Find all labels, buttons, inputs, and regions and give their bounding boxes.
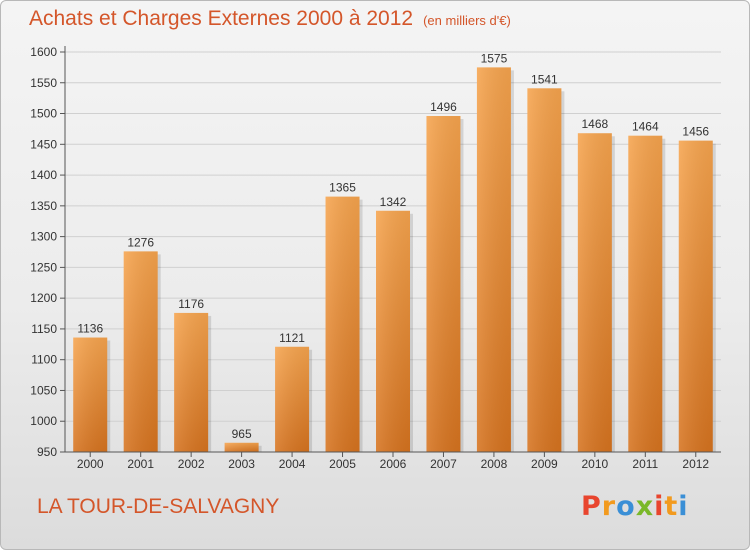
proxiti-logo: Proxiti — [581, 491, 689, 522]
y-tick-label: 1150 — [31, 322, 57, 336]
y-tick-label: 1400 — [30, 168, 57, 182]
chart-subtitle: (en milliers d'€) — [423, 13, 511, 28]
y-tick-label: 1300 — [30, 230, 57, 244]
y-tick-label: 1350 — [30, 199, 57, 213]
data-label: 1468 — [581, 117, 608, 131]
logo-letter: t — [664, 491, 679, 522]
logo-letter: r — [601, 491, 617, 522]
bar-highlight — [426, 116, 461, 452]
bar-highlight — [678, 140, 713, 452]
data-label: 1342 — [380, 195, 407, 209]
data-label: 1464 — [632, 120, 659, 134]
x-tick-label: 2000 — [77, 457, 104, 471]
logo-letter: i — [678, 491, 689, 522]
x-tick-label: 2012 — [682, 457, 709, 471]
y-tick-label: 1000 — [30, 414, 57, 428]
y-tick-label: 1600 — [30, 45, 57, 59]
data-label: 965 — [232, 427, 252, 441]
bar-highlight — [174, 312, 209, 452]
y-tick-label: 1100 — [31, 353, 57, 367]
data-label: 1121 — [279, 331, 305, 345]
bar-highlight — [577, 133, 612, 452]
bar-highlight — [275, 346, 310, 452]
bar-highlight — [73, 337, 108, 452]
x-tick-label: 2007 — [430, 457, 457, 471]
logo-letter: P — [581, 491, 602, 522]
y-tick-label: 1200 — [30, 291, 57, 305]
city-name: LA TOUR-DE-SALVAGNY — [37, 495, 280, 518]
data-label: 1276 — [127, 235, 154, 249]
data-label: 1136 — [77, 322, 103, 336]
x-tick-label: 2009 — [531, 457, 558, 471]
y-tick-label: 950 — [37, 445, 57, 459]
y-tick-label: 1550 — [30, 76, 57, 90]
x-tick-label: 2004 — [279, 457, 306, 471]
bar-highlight — [376, 210, 410, 452]
bar-highlight — [224, 442, 259, 452]
x-tick-label: 2011 — [632, 457, 658, 471]
axes — [60, 46, 721, 457]
y-tick-label: 1250 — [30, 260, 57, 274]
bar-highlight — [527, 88, 562, 453]
x-tick-label: 2006 — [380, 457, 407, 471]
data-label: 1496 — [430, 100, 457, 114]
data-label: 1541 — [531, 72, 558, 86]
x-tick-label: 2001 — [127, 457, 154, 471]
logo-letter: o — [616, 491, 636, 522]
bar-highlight — [123, 251, 158, 452]
x-tick-label: 2003 — [228, 457, 255, 471]
chart-title-block: Achats et Charges Externes 2000 à 2012 (e… — [29, 7, 511, 31]
bar-highlight — [628, 135, 663, 452]
logo-letter: i — [654, 491, 665, 522]
data-label: 1365 — [329, 181, 356, 195]
labels: 950 1000 1050 1100 1150 1200 1250 1300 1350 1400 1… — [30, 45, 709, 471]
bars — [73, 67, 716, 453]
x-tick-label: 2002 — [178, 457, 205, 471]
logo-letter: x — [635, 491, 655, 522]
chart-title: Achats et Charges Externes 2000 à 2012 — [29, 7, 414, 30]
data-label: 1176 — [178, 297, 204, 311]
y-tick-label: 1050 — [30, 383, 57, 397]
y-tick-label: 1450 — [30, 137, 57, 151]
y-tick-label: 1500 — [30, 107, 57, 121]
x-tick-label: 2008 — [481, 457, 508, 471]
bar-highlight — [325, 196, 360, 452]
bar-highlight — [476, 67, 511, 452]
x-tick-label: 2010 — [581, 457, 608, 471]
data-label: 1575 — [481, 51, 508, 65]
x-tick-label: 2005 — [329, 457, 356, 471]
data-label: 1456 — [682, 125, 709, 139]
